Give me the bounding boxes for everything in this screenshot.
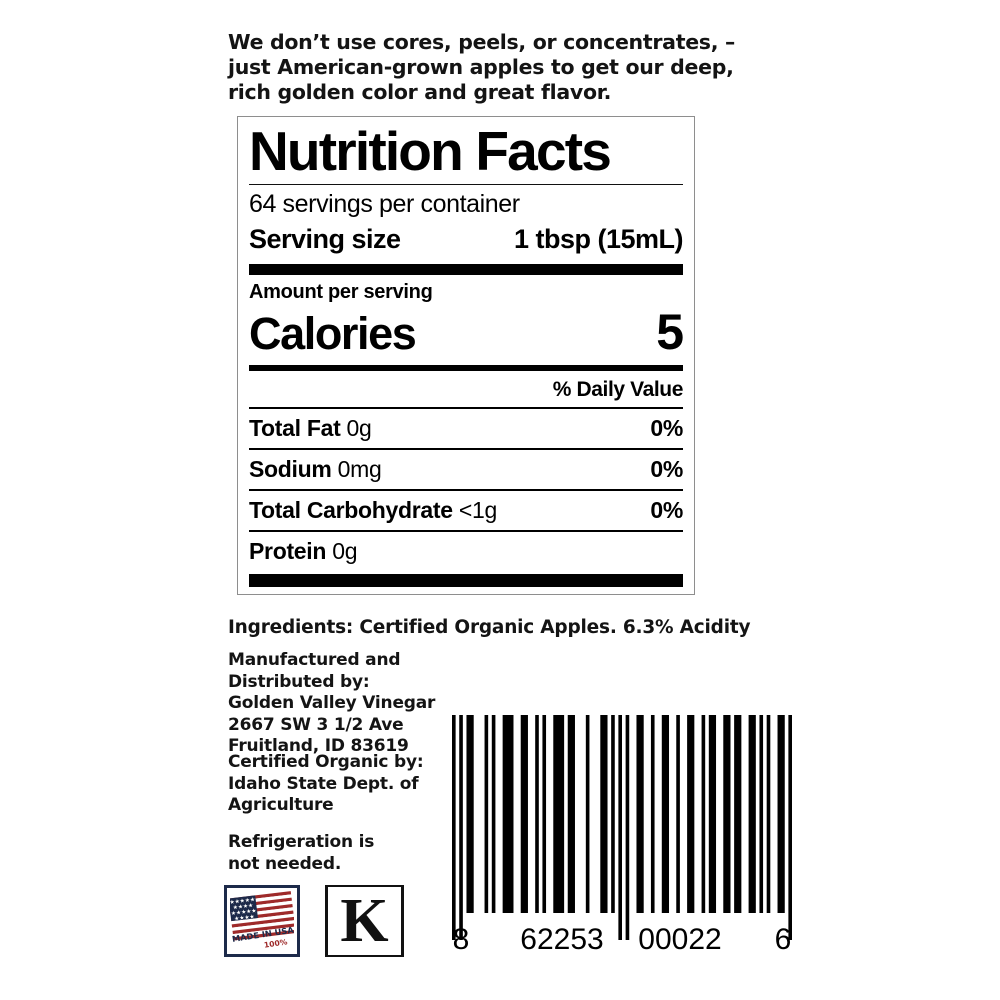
svg-text:★: ★ (244, 897, 250, 904)
amount-per-serving-label: Amount per serving (249, 281, 433, 303)
nutrition-facts-panel: Nutrition Facts 64 servings per containe… (237, 116, 695, 595)
svg-text:★: ★ (251, 907, 257, 914)
nutrient-amount: 0mg (337, 456, 382, 482)
kosher-k-letter: K (328, 887, 401, 955)
svg-text:★: ★ (231, 910, 237, 917)
storage-instructions-block: Refrigeration is not needed. (228, 832, 458, 875)
organic-certifier-line2: Agriculture (228, 795, 334, 815)
manufacturer-city-state-zip: Fruitland, ID 83619 (228, 736, 409, 756)
storage-line1: Refrigeration is (228, 832, 375, 852)
manufacturer-block: Manufactured and Distributed by: Golden … (228, 650, 478, 758)
manufacturer-heading: Manufactured and Distributed by: (228, 650, 401, 692)
marketing-blurb: We don’t use cores, peels, or concentrat… (228, 30, 735, 104)
nutrient-row: Total Fat 0g 0% (249, 409, 683, 448)
nutrient-name: Total Carbohydrate <1g (249, 497, 497, 523)
nutrient-row-divider (249, 489, 683, 491)
nutrient-daily-value: 0% (650, 415, 683, 441)
svg-text:100%: 100% (263, 937, 288, 949)
nutrient-row-divider (249, 448, 683, 450)
svg-text:★: ★ (237, 903, 243, 910)
ingredients-line: Ingredients: Certified Organic Apples. 6… (228, 617, 751, 638)
usa-flag-icon: ★ ★ ★ ★ ★ ★ ★ ★ ★ ★ ★ ★ ★ ★ ★ ★ ★ ★ MADE IN USA 100% (230, 891, 294, 951)
calories-value: 5 (656, 304, 684, 360)
nutrient-amount: <1g (458, 497, 497, 523)
rule-under-calories (249, 365, 683, 371)
rule-thick-above-amount (249, 264, 683, 275)
nutrient-name: Sodium 0mg (249, 456, 382, 482)
nutrient-name: Protein 0g (249, 538, 358, 564)
svg-text:★: ★ (246, 908, 252, 915)
svg-text:★: ★ (234, 898, 240, 905)
svg-text:8: 8 (453, 923, 470, 955)
organic-certification-block: Certified Organic by: Idaho State Dept. … (228, 752, 458, 817)
organic-certifier-line1: Idaho State Dept. of (228, 773, 419, 794)
calories-row: Calories 5 (249, 304, 684, 362)
nutrient-daily-value: 0% (650, 456, 683, 482)
nutrient-rows: Total Fat 0g 0% Sodium 0mg 0% Total Carbohyd… (249, 409, 683, 571)
serving-size-row: Serving size 1 tbsp (15mL) (249, 221, 684, 259)
svg-text:62253: 62253 (520, 923, 603, 955)
nutrient-daily-value: 0% (650, 497, 683, 523)
rule-under-dv-header (249, 407, 683, 409)
rule-under-title (249, 184, 683, 185)
nutrient-amount: 0g (332, 538, 358, 564)
panel-bottom-bar (249, 574, 683, 587)
upc-barcode: 8 62253 00022 6 (452, 703, 792, 955)
nutrient-amount: 0g (346, 415, 372, 441)
svg-text:★: ★ (243, 903, 249, 910)
svg-text:00022: 00022 (638, 923, 721, 955)
svg-text:★: ★ (232, 904, 238, 911)
nutrient-name: Total Fat 0g (249, 415, 372, 441)
svg-text:★: ★ (244, 914, 250, 921)
nutrient-row: Total Carbohydrate <1g 0% (249, 491, 683, 530)
svg-text:★: ★ (248, 902, 254, 909)
svg-text:★: ★ (239, 897, 245, 904)
kosher-certification-badge: K (325, 885, 404, 957)
nutrition-facts-title: Nutrition Facts (249, 120, 612, 182)
manufacturer-name: Golden Valley Vinegar (228, 693, 436, 713)
servings-per-container: 64 servings per container (249, 190, 520, 218)
svg-text:★: ★ (236, 909, 242, 916)
svg-text:★: ★ (241, 909, 247, 916)
nutrient-row: Protein 0g (249, 532, 683, 571)
nutrient-row-divider (249, 530, 683, 532)
svg-text:6: 6 (775, 923, 792, 955)
nutrient-row: Sodium 0mg 0% (249, 450, 683, 489)
svg-text:★: ★ (234, 915, 240, 922)
svg-text:★: ★ (249, 896, 255, 903)
organic-certification-heading: Certified Organic by: (228, 752, 424, 772)
svg-text:★: ★ (230, 899, 235, 906)
svg-text:★: ★ (249, 913, 255, 920)
serving-size-label: Serving size (249, 224, 401, 254)
made-in-usa-badge: ★ ★ ★ ★ ★ ★ ★ ★ ★ ★ ★ ★ ★ ★ ★ ★ ★ ★ MADE IN USA 100% (224, 885, 300, 957)
daily-value-header: % Daily Value (552, 378, 684, 401)
manufacturer-street: 2667 SW 3 1/2 Ave (228, 714, 404, 735)
storage-line2: not needed. (228, 853, 342, 874)
calories-label: Calories (249, 308, 417, 359)
serving-size-value: 1 tbsp (15mL) (513, 224, 684, 254)
svg-text:★: ★ (239, 914, 245, 921)
